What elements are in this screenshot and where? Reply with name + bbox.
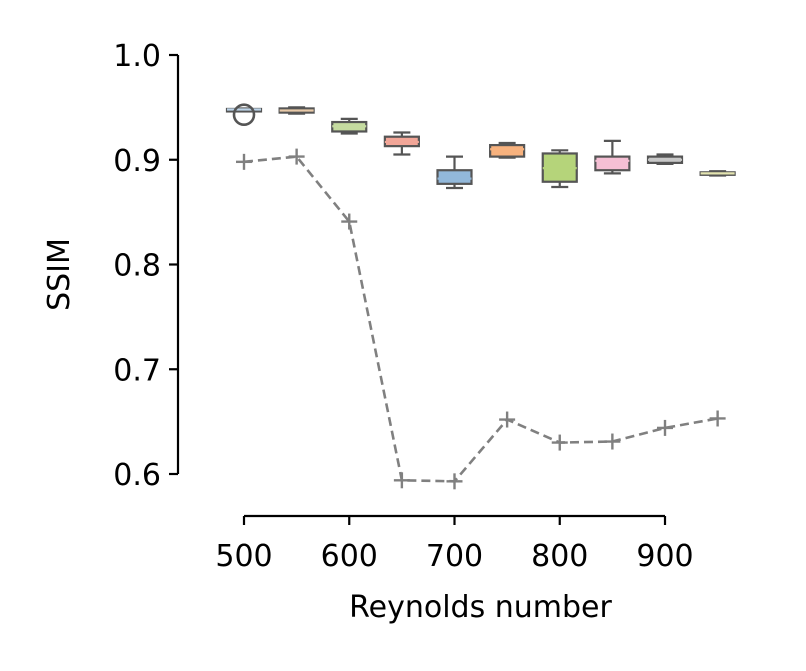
series-point bbox=[604, 433, 621, 450]
series-point bbox=[709, 410, 726, 427]
box-body bbox=[436, 169, 473, 185]
box-plot bbox=[699, 170, 736, 177]
box-plot bbox=[436, 155, 473, 190]
x-tick-label: 800 bbox=[531, 539, 588, 574]
x-tick-label: 700 bbox=[426, 539, 483, 574]
x-axis-label: Reynolds number bbox=[349, 590, 612, 625]
series-point bbox=[657, 419, 673, 436]
axes-spines bbox=[176, 55, 665, 518]
y-tick-label: 0.8 bbox=[113, 249, 161, 284]
box-body bbox=[594, 155, 631, 172]
series-point bbox=[446, 473, 463, 490]
box-plot bbox=[331, 117, 368, 135]
series-point bbox=[341, 213, 358, 230]
series-point bbox=[236, 153, 252, 170]
series-point bbox=[551, 434, 568, 451]
series-point bbox=[288, 148, 305, 165]
y-axis-ticks: 0.6 0.7 0.8 0.9 1.0 bbox=[113, 39, 178, 493]
box-plot bbox=[489, 141, 526, 159]
x-axis-ticks: 500 600 700 800 900 bbox=[215, 516, 694, 574]
series-point bbox=[393, 472, 410, 489]
y-tick-label: 0.6 bbox=[113, 458, 161, 493]
box-plot-group bbox=[225, 103, 736, 190]
y-tick-label: 0.9 bbox=[113, 144, 161, 179]
series-point bbox=[499, 411, 516, 428]
series-line bbox=[243, 155, 718, 483]
x-tick-label: 900 bbox=[636, 539, 693, 574]
box-plot bbox=[225, 103, 263, 127]
y-axis-label: SSIM bbox=[42, 238, 77, 311]
box-plot bbox=[383, 131, 420, 156]
box-plot bbox=[646, 153, 684, 166]
box-plot bbox=[278, 106, 315, 115]
y-tick-label: 0.7 bbox=[113, 353, 161, 388]
box-plot bbox=[541, 149, 578, 189]
box-plot bbox=[594, 139, 631, 175]
x-tick-label: 500 bbox=[215, 539, 272, 574]
line-series-group bbox=[236, 148, 726, 490]
box-body bbox=[489, 143, 526, 158]
x-tick-label: 600 bbox=[321, 539, 378, 574]
box-outlier bbox=[232, 103, 256, 127]
y-tick-label: 1.0 bbox=[113, 39, 161, 74]
